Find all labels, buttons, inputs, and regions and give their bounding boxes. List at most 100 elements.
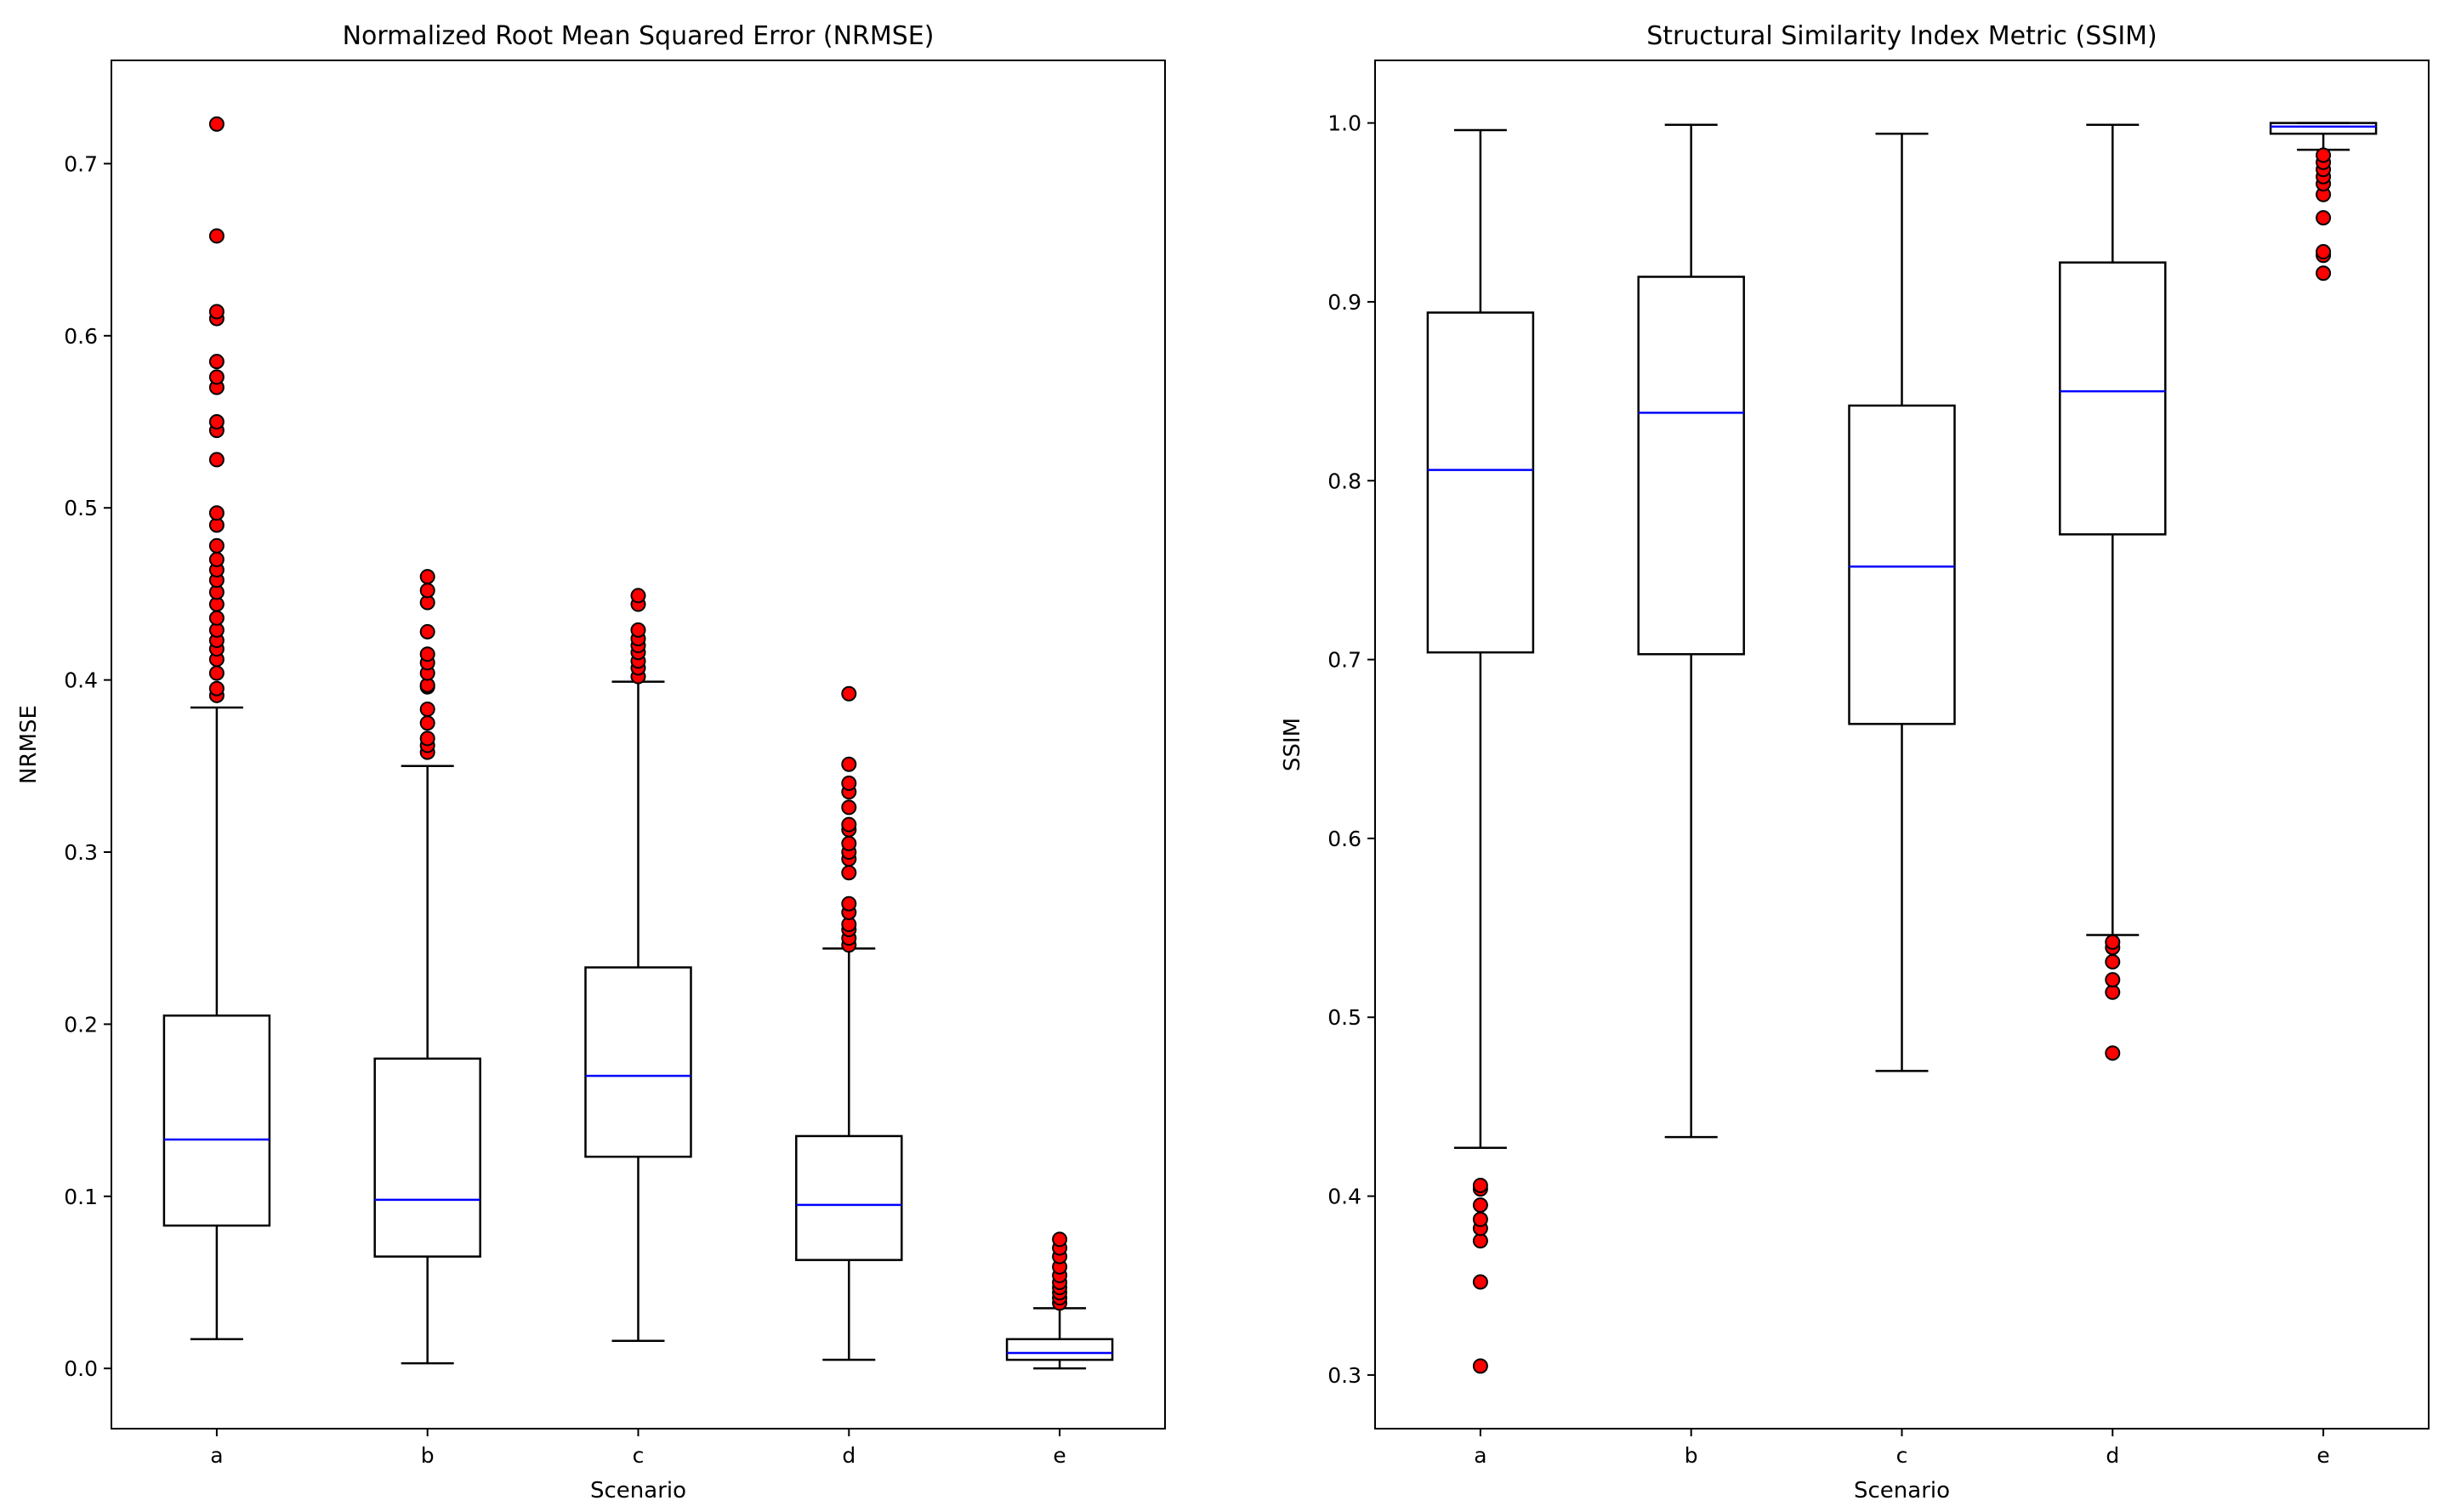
outlier-point — [2316, 210, 2332, 226]
y-tick-label: 0.7 — [1327, 648, 1361, 673]
outlier-point — [630, 622, 646, 638]
box-a — [1426, 128, 1535, 1374]
y-tick-label: 0.5 — [64, 496, 98, 520]
outlier-point — [208, 116, 225, 132]
outlier-point — [419, 583, 435, 599]
outlier-point — [2316, 147, 2332, 163]
x-tick-label: c — [1896, 1443, 1908, 1468]
outlier-point — [419, 623, 435, 639]
outlier-point — [419, 730, 435, 747]
box-c — [584, 588, 692, 1343]
x-tick-label: d — [842, 1443, 855, 1468]
outlier-point — [841, 776, 857, 792]
x-tick-label: a — [1474, 1443, 1486, 1468]
outlier-point — [419, 569, 435, 585]
y-tick-label: 0.3 — [1327, 1363, 1361, 1388]
y-tick-label: 0.2 — [64, 1012, 98, 1037]
outlier-point — [841, 835, 857, 851]
iqr-box — [1637, 276, 1745, 656]
outlier-point — [841, 756, 857, 772]
x-tick-label: e — [1053, 1443, 1066, 1468]
y-tick-label: 1.0 — [1327, 111, 1361, 136]
x-tick-label: a — [210, 1443, 223, 1468]
iqr-box — [2059, 261, 2167, 536]
box-c — [1848, 132, 1956, 1072]
iqr-box — [2269, 122, 2378, 135]
iqr-box — [795, 1134, 903, 1261]
iqr-box — [1426, 311, 1535, 654]
outlier-point — [419, 646, 435, 662]
outlier-point — [841, 816, 857, 833]
outlier-point — [841, 895, 857, 912]
outlier-point — [2105, 972, 2121, 988]
outlier-point — [841, 865, 857, 881]
y-axis-label: NRMSE — [16, 705, 42, 784]
y-axis-label: SSIM — [1280, 718, 1305, 771]
iqr-box — [1005, 1338, 1114, 1361]
outlier-point — [208, 304, 225, 320]
outlier-point — [2316, 265, 2332, 281]
y-tick-label: 0.3 — [64, 840, 98, 865]
outlier-point — [208, 452, 225, 468]
y-tick-label: 0.9 — [1327, 290, 1361, 315]
outlier-point — [841, 685, 857, 702]
box-d — [795, 685, 903, 1361]
outlier-point — [1052, 1231, 1068, 1248]
outlier-point — [1472, 1197, 1488, 1214]
iqr-box — [584, 966, 692, 1158]
y-tick-label: 0.7 — [64, 151, 98, 176]
box-b — [373, 569, 481, 1365]
outlier-point — [208, 551, 225, 567]
iqr-box — [162, 1015, 271, 1227]
outlier-point — [208, 228, 225, 244]
outlier-point — [2316, 244, 2332, 260]
outlier-point — [1472, 1358, 1488, 1374]
outlier-point — [208, 680, 225, 696]
box-e — [2269, 122, 2378, 281]
outlier-point — [208, 537, 225, 554]
x-axis-label: Scenario — [1854, 1478, 1950, 1503]
outlier-point — [2105, 1045, 2121, 1061]
outlier-point — [2105, 984, 2121, 1000]
outlier-point — [419, 715, 435, 731]
outlier-point — [208, 665, 225, 681]
y-tick-label: 0.8 — [1327, 469, 1361, 493]
x-tick-label: b — [421, 1443, 435, 1468]
y-tick-label: 0.0 — [64, 1356, 98, 1381]
y-tick-label: 0.4 — [1327, 1185, 1361, 1209]
box-a — [162, 116, 271, 1341]
outlier-point — [2105, 934, 2121, 950]
x-tick-label: d — [2106, 1443, 2119, 1468]
y-tick-label: 0.1 — [64, 1185, 98, 1209]
outlier-point — [1472, 1233, 1488, 1249]
y-tick-label: 0.6 — [1327, 827, 1361, 851]
outlier-point — [630, 588, 646, 604]
outlier-point — [1472, 1211, 1488, 1227]
box-d — [2059, 123, 2167, 1061]
box-b — [1637, 123, 1745, 1139]
box-e — [1005, 1231, 1114, 1370]
outlier-point — [2105, 954, 2121, 970]
chart-title: Normalized Root Mean Squared Error (NRMS… — [343, 21, 935, 51]
outlier-point — [208, 414, 225, 430]
x-tick-label: b — [1685, 1443, 1698, 1468]
y-tick-label: 0.5 — [1327, 1005, 1361, 1030]
y-tick-label: 0.4 — [64, 668, 98, 693]
outlier-point — [841, 799, 857, 816]
x-axis-label: Scenario — [590, 1478, 686, 1503]
outlier-point — [419, 702, 435, 718]
y-tick-label: 0.6 — [64, 324, 98, 349]
outlier-point — [208, 354, 225, 370]
outlier-point — [208, 505, 225, 521]
ssim-boxplot-panel: Structural Similarity Index Metric (SSIM… — [1280, 21, 2430, 1503]
iqr-box — [373, 1057, 481, 1258]
outlier-point — [208, 369, 225, 385]
iqr-box — [1848, 404, 1956, 725]
outlier-point — [1472, 1177, 1488, 1193]
outlier-point — [208, 610, 225, 626]
chart-title: Structural Similarity Index Metric (SSIM… — [1646, 21, 2157, 51]
nrmse-boxplot-panel: Normalized Root Mean Squared Error (NRMS… — [16, 21, 1166, 1503]
outlier-point — [1472, 1274, 1488, 1290]
x-tick-label: e — [2316, 1443, 2329, 1468]
